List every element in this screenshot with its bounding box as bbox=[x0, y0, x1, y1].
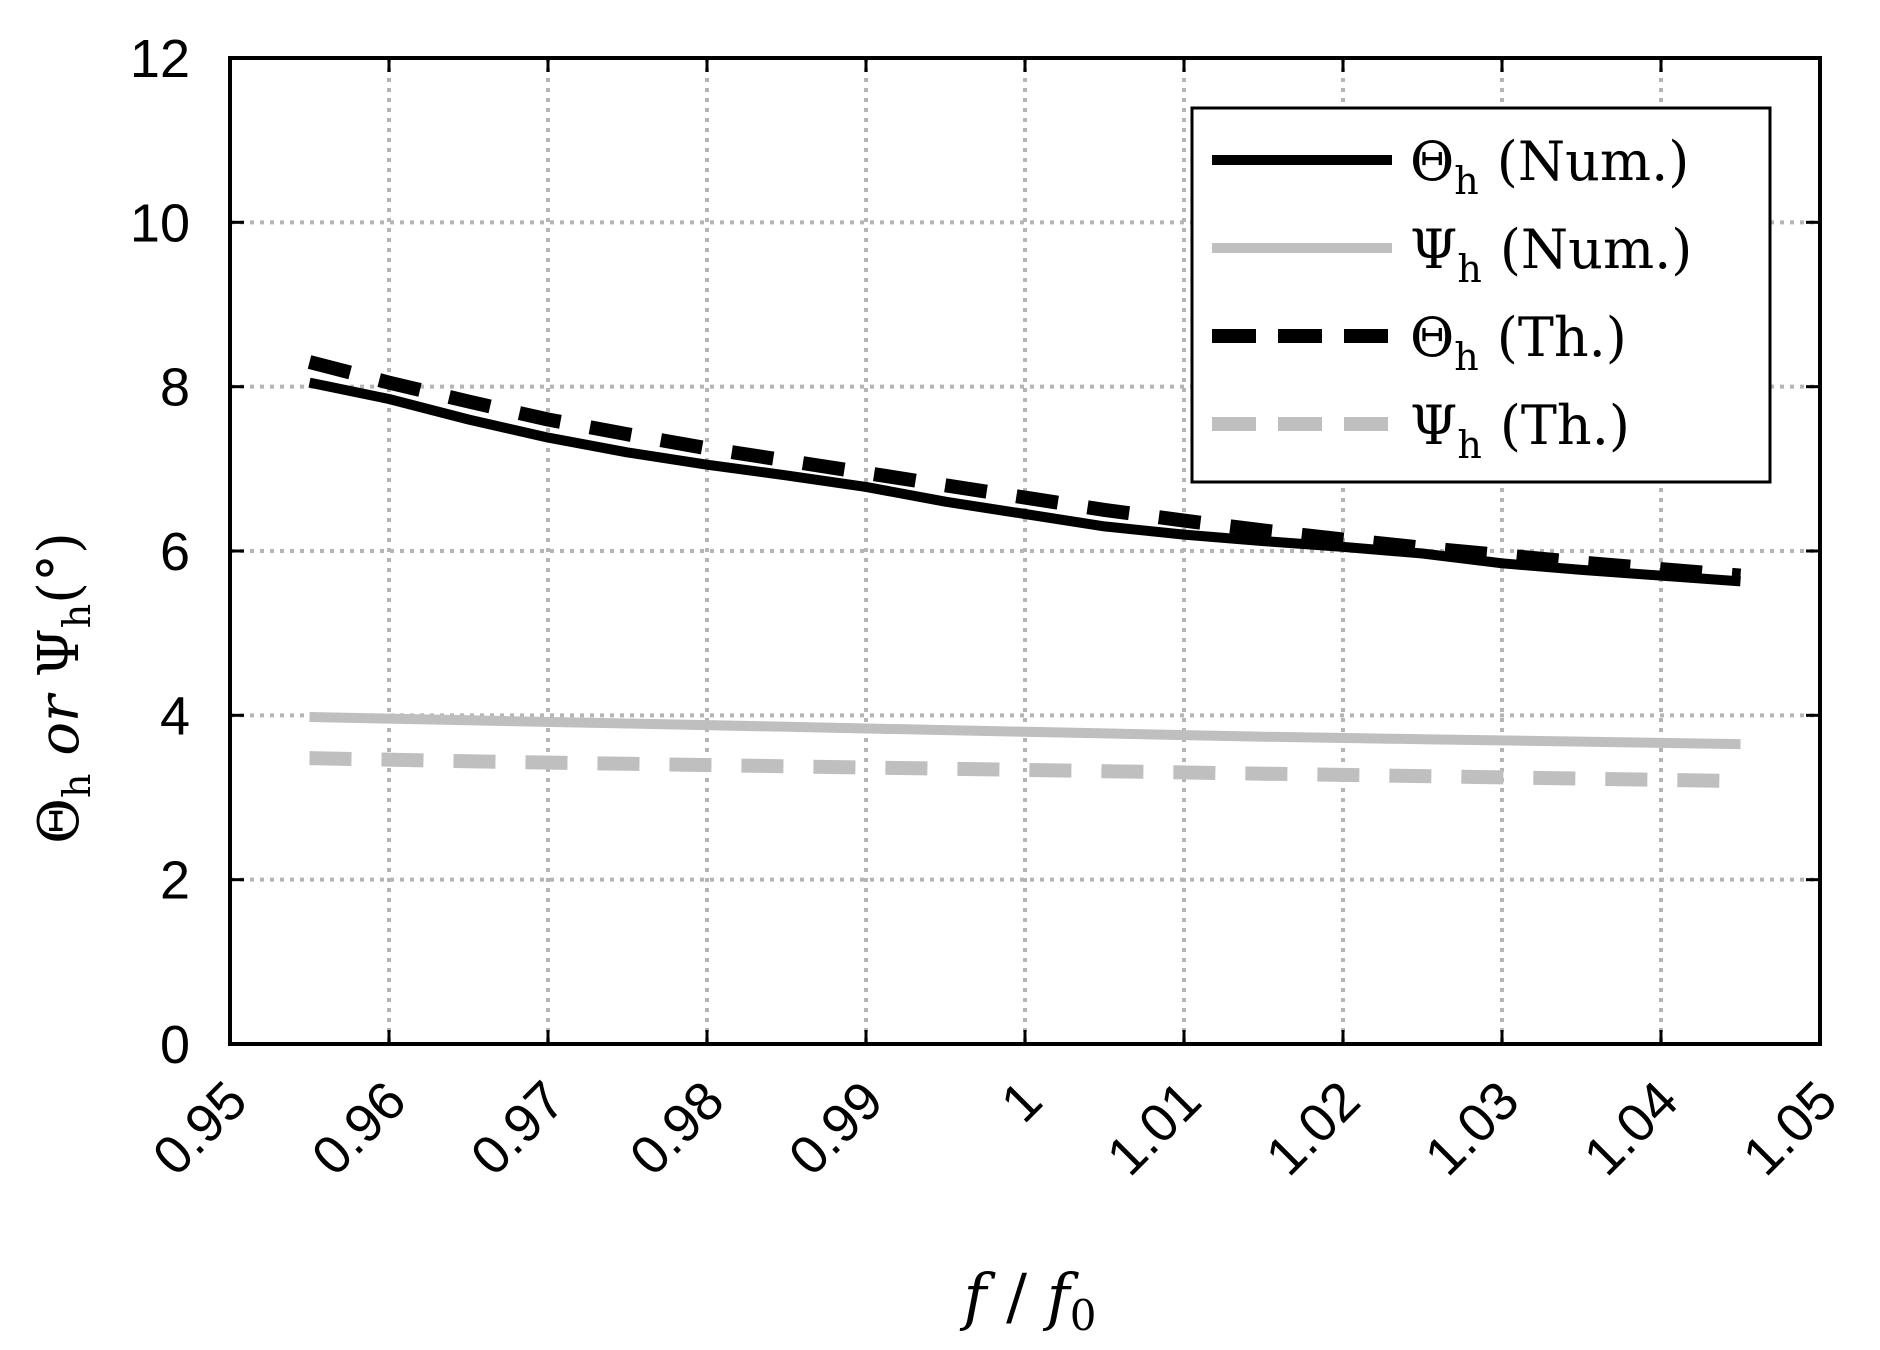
y-tick-label: 0 bbox=[160, 1015, 190, 1075]
x-tick-labels: 0.95 0.96 0.97 0.98 0.99 1 1.01 1.02 1.03 1.04 1.0… bbox=[142, 1070, 1849, 1187]
x-tick-label: 1.02 bbox=[1255, 1070, 1372, 1187]
x-tick-label: 1 bbox=[990, 1070, 1054, 1134]
legend-label-1: Θh (Num.) bbox=[1410, 130, 1689, 203]
y-tick-label: 12 bbox=[130, 29, 190, 89]
series-line-3 bbox=[307, 355, 1742, 583]
series-line-1 bbox=[308, 377, 1741, 587]
y-tick-label: 10 bbox=[130, 193, 190, 253]
legend-label-3: Θh (Th.) bbox=[1410, 306, 1627, 379]
series-line-4 bbox=[309, 751, 1741, 789]
x-tick-label: 1.01 bbox=[1096, 1070, 1213, 1187]
x-tick-label: 1.04 bbox=[1573, 1070, 1690, 1187]
ticks bbox=[228, 56, 1822, 1046]
y-tick-label: 8 bbox=[160, 358, 190, 418]
x-tick-label: 0.98 bbox=[619, 1070, 736, 1187]
x-tick-label: 1.03 bbox=[1414, 1070, 1531, 1187]
grid bbox=[228, 56, 1822, 1046]
x-tick-label: 0.96 bbox=[301, 1070, 418, 1187]
series-layer bbox=[307, 355, 1742, 789]
x-tick-label: 0.95 bbox=[142, 1070, 259, 1187]
legend-label-2: Ψh (Num.) bbox=[1410, 218, 1692, 291]
x-axis-label: f / f0 bbox=[960, 1260, 1097, 1340]
y-tick-label: 4 bbox=[160, 686, 190, 746]
y-axis-label: Θh or Ψh(°) bbox=[27, 532, 99, 844]
y-tick-label: 6 bbox=[160, 522, 190, 582]
x-tick-label: 1.05 bbox=[1732, 1070, 1849, 1187]
legend: Θh (Num.) Ψh (Num.) Θh (Th.) Ψh (Th.) bbox=[1190, 106, 1772, 484]
x-tick-label: 0.99 bbox=[778, 1070, 895, 1187]
y-tick-labels: 0 2 4 6 8 10 12 bbox=[130, 29, 190, 1075]
series-line-2 bbox=[309, 712, 1741, 750]
legend-label-4: Ψh (Th.) bbox=[1410, 394, 1630, 467]
y-tick-label: 2 bbox=[160, 851, 190, 911]
x-tick-label: 0.97 bbox=[460, 1070, 577, 1187]
